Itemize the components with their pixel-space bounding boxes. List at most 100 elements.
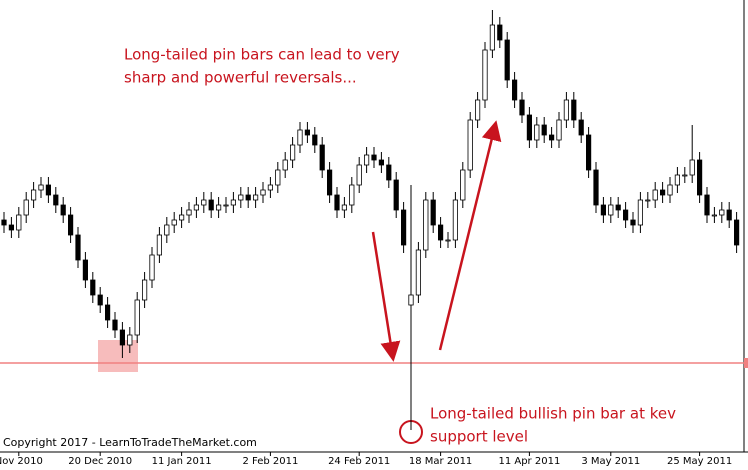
candle-body <box>623 209 629 221</box>
candle-body <box>467 119 473 171</box>
candle-body <box>119 329 125 346</box>
candle-body <box>45 184 52 196</box>
candle-body <box>460 169 466 201</box>
candle-body <box>600 204 607 216</box>
x-tick-label: 11 Apr 2011 <box>498 456 560 467</box>
copyright: Copyright 2017 - LearnToTradeThe​Market.… <box>3 436 257 449</box>
candle-body <box>689 159 695 176</box>
candle-body <box>149 254 155 281</box>
support-marker <box>744 358 748 368</box>
candle-body <box>430 199 436 226</box>
candle-body <box>97 294 103 306</box>
candle-body <box>578 119 584 136</box>
candle-body <box>223 204 229 207</box>
candle-body <box>608 204 614 216</box>
candle-body <box>489 24 496 51</box>
x-tick-label: 2 Feb 2011 <box>242 456 298 467</box>
candle-body <box>400 209 407 246</box>
candle-body <box>326 169 333 196</box>
candle-body <box>215 204 222 211</box>
candle-body <box>445 239 451 242</box>
candle-body <box>519 99 525 116</box>
candle-body <box>38 184 44 191</box>
annotation: sharp and powerful reversals... <box>124 69 357 87</box>
candle-body <box>549 134 555 141</box>
candle-body <box>275 169 281 186</box>
x-tick-label: 20 Dec 2010 <box>68 456 132 467</box>
candle-body <box>682 174 688 177</box>
candle-body <box>512 79 518 101</box>
candle-body <box>245 194 251 201</box>
annotation: Long-tailed bullish pin bar at kev <box>430 405 676 423</box>
candle-body <box>282 159 288 171</box>
candle-body <box>134 299 140 336</box>
candle-body <box>297 129 303 146</box>
x-tick-label: 25 May 2011 <box>667 456 732 467</box>
candle-body <box>437 224 444 241</box>
candle-body <box>615 204 621 211</box>
candle-body <box>16 214 22 231</box>
candle-body <box>208 199 214 211</box>
x-tick-label: 11 Jan 2011 <box>152 456 212 467</box>
candle-body <box>304 129 311 136</box>
candle-body <box>82 259 88 281</box>
candle-body <box>356 164 362 186</box>
candle-body <box>156 234 162 256</box>
candle-body <box>363 154 370 166</box>
candle-body <box>75 234 81 261</box>
candle-body <box>719 209 725 216</box>
candle-body <box>201 199 207 206</box>
candle-body <box>341 204 348 211</box>
candle-body <box>238 194 244 201</box>
x-tick-label: Nov 2010 <box>0 456 43 467</box>
candle-body <box>267 184 274 191</box>
x-tick-label: 3 May 2011 <box>581 456 640 467</box>
candle-body <box>60 204 66 216</box>
candle-body <box>452 199 459 241</box>
candle-body <box>1 219 7 226</box>
candle-body <box>556 119 562 141</box>
candle-body <box>30 189 37 201</box>
candle-body <box>178 214 185 221</box>
candle-body <box>127 334 133 346</box>
candle-body <box>415 249 422 296</box>
candle-body <box>637 199 644 226</box>
candle-body <box>349 184 355 206</box>
candle-body <box>378 159 385 166</box>
candle-body <box>8 224 14 231</box>
x-tick-label: 24 Feb 2011 <box>328 456 390 467</box>
candle-body <box>504 39 510 81</box>
candle-body <box>53 194 59 206</box>
candle-body <box>171 219 177 226</box>
candle-body <box>645 199 651 202</box>
candle-body <box>164 224 170 236</box>
candle-body <box>630 219 636 226</box>
candle-body <box>482 49 488 101</box>
candle-body <box>697 159 703 196</box>
candle-body <box>660 189 666 196</box>
candle-body <box>23 199 29 216</box>
candle-body <box>105 304 111 321</box>
candle-body <box>593 169 599 206</box>
candle-body <box>112 319 118 331</box>
candle-body <box>90 279 96 296</box>
candle-body <box>667 184 673 196</box>
candle-body <box>260 189 266 196</box>
candle-body <box>186 209 192 216</box>
candle-body <box>541 124 547 136</box>
candle-body <box>711 214 718 217</box>
x-tick-label: 18 Mar 2011 <box>409 456 472 467</box>
candle-body <box>334 194 340 211</box>
candle-body <box>193 204 199 211</box>
candle-body <box>319 144 325 171</box>
candle-body <box>393 179 399 211</box>
annotation: support level <box>430 428 528 446</box>
candle-body <box>563 99 570 121</box>
candle-body <box>474 99 481 121</box>
candle-body <box>68 214 74 236</box>
candle-body <box>674 174 681 186</box>
candle-body <box>141 279 148 301</box>
arrow <box>371 231 401 362</box>
candle-body <box>734 219 740 246</box>
